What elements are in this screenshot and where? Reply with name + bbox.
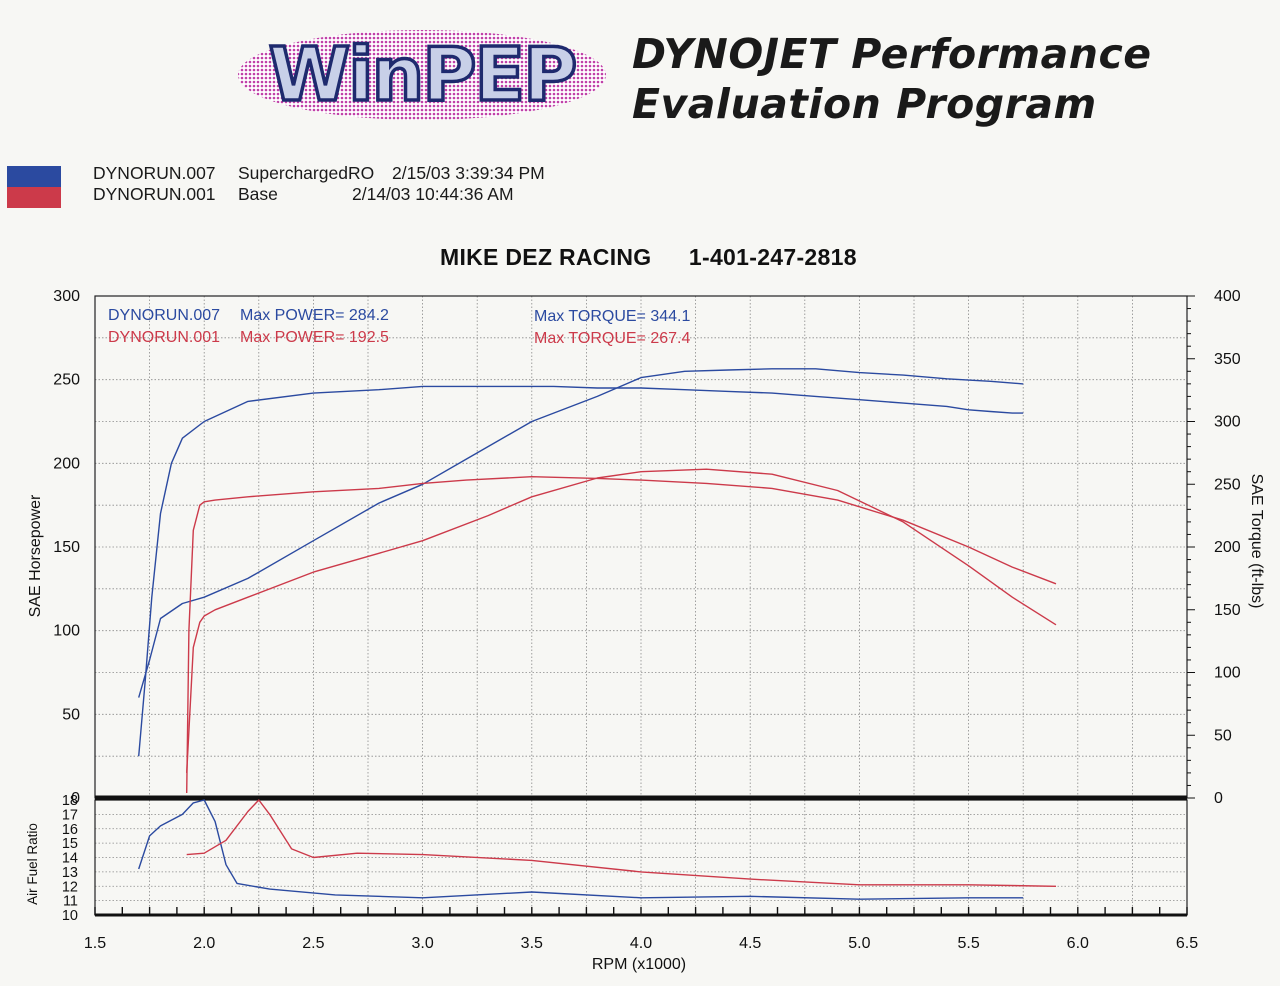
tick-labels: 1.5 2.0 2.5 3.0 3.5 4.0 4.5 5.0 5.5 6.0 6.50501001… — [53, 288, 1241, 952]
plot-frames — [94, 295, 1195, 917]
y-tick-label: 250 — [53, 372, 80, 389]
y-axis-label: SAE Horsepower — [27, 494, 44, 617]
winpep-logo: WinPEP — [238, 30, 606, 120]
y2-tick-label: 350 — [1214, 351, 1241, 368]
afr-tick-label: 17 — [62, 807, 78, 823]
program-title-line1: DYNOJET Performance — [632, 30, 1152, 78]
y-tick-label: 0 — [71, 790, 80, 807]
x-tick-label: 1.5 — [84, 935, 106, 952]
afr-tick-label: 15 — [62, 836, 78, 852]
afr-tick-label: 14 — [62, 851, 78, 867]
run-swatch-blue — [7, 166, 61, 187]
x-tick-label: 3.5 — [521, 935, 543, 952]
series-lines — [138, 368, 1057, 900]
afr-tick-label: 13 — [62, 865, 78, 881]
x-tick-label: 6.0 — [1067, 935, 1089, 952]
series-dynorun-007-afr — [138, 799, 1024, 900]
x-tick-label: 4.5 — [739, 935, 761, 952]
afr-tick-label: 16 — [62, 822, 78, 838]
y-tick-label: 200 — [53, 455, 80, 472]
annotation-file: DYNORUN.001 — [108, 329, 220, 346]
run-datetime: 2/15/03 3:39:34 PM — [392, 163, 545, 183]
afr-tick-label: 12 — [62, 879, 78, 895]
x-tick-label: 4.0 — [630, 935, 652, 952]
y2-tick-label: 300 — [1214, 414, 1241, 431]
afr-tick-label: 18 — [62, 793, 78, 809]
y-tick-label: 300 — [53, 288, 80, 305]
annotation-max-power: Max POWER= 284.2 — [240, 307, 389, 324]
y2-tick-label: 100 — [1214, 665, 1241, 682]
y-tick-label: 50 — [62, 706, 80, 723]
afr-tick-label: 11 — [63, 894, 78, 910]
run-swatch-red — [7, 187, 61, 208]
annotation-max-torque: Max TORQUE= 267.4 — [534, 330, 690, 347]
series-dynorun-001-afr — [186, 799, 1057, 887]
y2-tick-label: 0 — [1214, 790, 1223, 807]
run-datetime: 2/14/03 10:44:36 AM — [352, 184, 514, 204]
x-axis-label: RPM (x1000) — [592, 956, 686, 973]
afr-tick-label: 10 — [62, 908, 78, 924]
grid — [94, 296, 1188, 915]
x-tick-label: 3.0 — [411, 935, 433, 952]
y-tick-label: 100 — [53, 623, 80, 640]
x-tick-label: 2.5 — [302, 935, 324, 952]
x-tick-label: 5.0 — [848, 935, 870, 952]
x-tick-label: 5.5 — [957, 935, 979, 952]
shop-header: MIKE DEZ RACING 1-401-247-2818 — [440, 244, 857, 271]
series-dynorun-001-power — [186, 476, 1057, 794]
program-title-line2: Evaluation Program — [632, 80, 1097, 128]
x-tick-label: 6.5 — [1176, 935, 1198, 952]
y2-tick-label: 400 — [1214, 288, 1241, 305]
y-tick-label: 150 — [53, 539, 80, 556]
annotation-file: DYNORUN.007 — [108, 307, 220, 324]
afr-axis-label: Air Fuel Ratio — [25, 823, 40, 905]
y2-axis-label: SAE Torque (ft-lbs) — [1248, 474, 1265, 609]
logo-wordmark: WinPEP — [269, 32, 576, 118]
y2-tick-label: 150 — [1214, 602, 1241, 619]
run-label: SuperchargedRO — [238, 163, 375, 183]
annotations: DYNORUN.007 Max POWER= 284.2 Max TORQUE= 3… — [108, 307, 690, 347]
x-tick-label: 2.0 — [193, 935, 215, 952]
series-dynorun-007-torque — [138, 368, 1024, 698]
series-dynorun-001-torque — [186, 468, 1057, 773]
shop-phone: 1-401-247-2818 — [688, 244, 857, 270]
y2-tick-label: 250 — [1214, 476, 1241, 493]
annotation-max-torque: Max TORQUE= 344.1 — [534, 308, 690, 325]
annotation-max-power: Max POWER= 192.5 — [240, 329, 389, 346]
shop-name: MIKE DEZ RACING — [440, 244, 652, 270]
axis-labels: RPM (x1000) SAE Horsepower SAE Torque (ft-… — [25, 474, 1265, 973]
run-label: Base — [238, 184, 278, 204]
run-file: DYNORUN.007 — [93, 163, 216, 183]
y2-tick-label: 200 — [1214, 539, 1241, 556]
run-file: DYNORUN.001 — [93, 184, 216, 204]
y2-tick-label: 50 — [1214, 727, 1232, 744]
series-dynorun-007-power — [138, 385, 1024, 757]
